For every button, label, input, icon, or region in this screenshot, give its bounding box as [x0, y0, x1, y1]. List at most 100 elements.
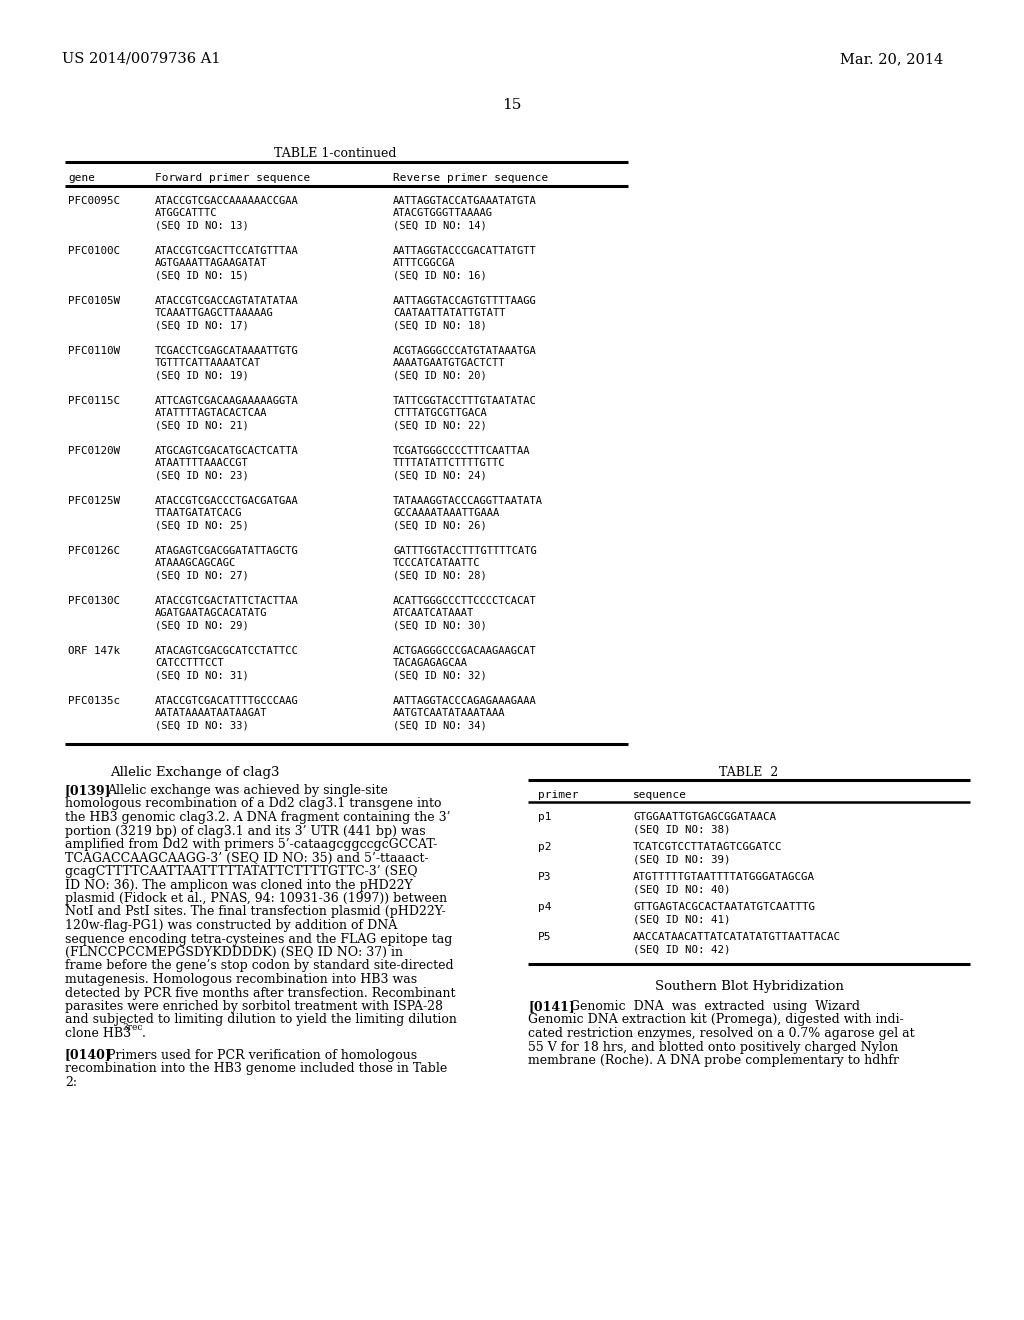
- Text: ATACAGTCGACGCATCCTATTCC: ATACAGTCGACGCATCCTATTCC: [155, 645, 299, 656]
- Text: [0139]: [0139]: [65, 784, 112, 797]
- Text: (SEQ ID NO: 15): (SEQ ID NO: 15): [155, 271, 249, 281]
- Text: the HB3 genomic clag3.2. A DNA fragment containing the 3’: the HB3 genomic clag3.2. A DNA fragment …: [65, 810, 451, 824]
- Text: (SEQ ID NO: 23): (SEQ ID NO: 23): [155, 471, 249, 480]
- Text: (SEQ ID NO: 40): (SEQ ID NO: 40): [633, 884, 730, 894]
- Text: p1: p1: [538, 812, 552, 822]
- Text: ATCAATCATAAAT: ATCAATCATAAAT: [393, 609, 474, 619]
- Text: TATTCGGTACCTTTGTAATATAC: TATTCGGTACCTTTGTAATATAC: [393, 396, 537, 407]
- Text: ACTGAGGGCCCGACAAGAAGCAT: ACTGAGGGCCCGACAAGAAGCAT: [393, 645, 537, 656]
- Text: TACAGAGAGCAA: TACAGAGAGCAA: [393, 659, 468, 668]
- Text: Allelic Exchange of clag3: Allelic Exchange of clag3: [111, 766, 280, 779]
- Text: Forward primer sequence: Forward primer sequence: [155, 173, 310, 183]
- Text: P5: P5: [538, 932, 552, 942]
- Text: (SEQ ID NO: 28): (SEQ ID NO: 28): [393, 572, 486, 581]
- Text: ATACCGTCGACCCTGACGATGAA: ATACCGTCGACCCTGACGATGAA: [155, 496, 299, 506]
- Text: (SEQ ID NO: 13): (SEQ ID NO: 13): [155, 220, 249, 231]
- Text: Mar. 20, 2014: Mar. 20, 2014: [840, 51, 943, 66]
- Text: AATATAAAATAATAAGAT: AATATAAAATAATAAGAT: [155, 709, 267, 718]
- Text: ATAATTTTAAACCGT: ATAATTTTAAACCGT: [155, 458, 249, 469]
- Text: p4: p4: [538, 902, 552, 912]
- Text: gcagCTTTTCAATTAATTTTTATATTCTTTTGTTC-3’ (SEQ: gcagCTTTTCAATTAATTTTTATATTCTTTTGTTC-3’ (…: [65, 865, 418, 878]
- Text: (FLNCCPCCMEPGSDYKDDDDK) (SEQ ID NO: 37) in: (FLNCCPCCMEPGSDYKDDDDK) (SEQ ID NO: 37) …: [65, 946, 403, 960]
- Text: (SEQ ID NO: 31): (SEQ ID NO: 31): [155, 671, 249, 681]
- Text: PFC0130C: PFC0130C: [68, 597, 120, 606]
- Text: TCGACCTCGAGCATAAAATTGTG: TCGACCTCGAGCATAAAATTGTG: [155, 346, 299, 356]
- Text: NotI and PstI sites. The final transfection plasmid (pHD22Y-: NotI and PstI sites. The final transfect…: [65, 906, 445, 919]
- Text: 15: 15: [503, 98, 521, 112]
- Text: (SEQ ID NO: 30): (SEQ ID NO: 30): [393, 620, 486, 631]
- Text: ATACCGTCGACCAGTATATATAA: ATACCGTCGACCAGTATATATAA: [155, 296, 299, 306]
- Text: PFC0120W: PFC0120W: [68, 446, 120, 455]
- Text: ATTCAGTCGACAAGAAAAAGGTA: ATTCAGTCGACAAGAAAAAGGTA: [155, 396, 299, 407]
- Text: recombination into the HB3 genome included those in Table: recombination into the HB3 genome includ…: [65, 1063, 447, 1074]
- Text: (SEQ ID NO: 21): (SEQ ID NO: 21): [155, 421, 249, 432]
- Text: CTTTATGCGTTGACA: CTTTATGCGTTGACA: [393, 408, 486, 418]
- Text: primer: primer: [538, 789, 579, 800]
- Text: TTTTATATTCTTTTGTTC: TTTTATATTCTTTTGTTC: [393, 458, 506, 469]
- Text: ATATTTTAGTACACTCAA: ATATTTTAGTACACTCAA: [155, 408, 267, 418]
- Text: AATTAGGTACCCGACATTATGTT: AATTAGGTACCCGACATTATGTT: [393, 246, 537, 256]
- Text: ID NO: 36). The amplicon was cloned into the pHD22Y: ID NO: 36). The amplicon was cloned into…: [65, 879, 413, 891]
- Text: Genomic DNA extraction kit (Promega), digested with indi-: Genomic DNA extraction kit (Promega), di…: [528, 1014, 904, 1027]
- Text: ATACCGTCGACATTTTGCCCAAG: ATACCGTCGACATTTTGCCCAAG: [155, 696, 299, 706]
- Text: sequence encoding tetra-cysteines and the FLAG epitope tag: sequence encoding tetra-cysteines and th…: [65, 932, 453, 945]
- Text: gene: gene: [68, 173, 95, 183]
- Text: 2:: 2:: [65, 1076, 77, 1089]
- Text: (SEQ ID NO: 25): (SEQ ID NO: 25): [155, 521, 249, 531]
- Text: US 2014/0079736 A1: US 2014/0079736 A1: [62, 51, 220, 66]
- Text: sequence: sequence: [633, 789, 687, 800]
- Text: portion (3219 bp) of clag3.1 and its 3’ UTR (441 bp) was: portion (3219 bp) of clag3.1 and its 3’ …: [65, 825, 426, 837]
- Text: TTAATGATATCACG: TTAATGATATCACG: [155, 508, 243, 519]
- Text: AGATGAATAGCACATATG: AGATGAATAGCACATATG: [155, 609, 267, 619]
- Text: PFC0095C: PFC0095C: [68, 195, 120, 206]
- Text: TABLE  2: TABLE 2: [720, 766, 778, 779]
- Text: TCATCGTCCTTATAGTCGGATCC: TCATCGTCCTTATAGTCGGATCC: [633, 842, 782, 851]
- Text: GTTGAGTACGCACTAATATGTCAATTTG: GTTGAGTACGCACTAATATGTCAATTTG: [633, 902, 815, 912]
- Text: AACCATAACATTATCATATATGTTAATTACAC: AACCATAACATTATCATATATGTTAATTACAC: [633, 932, 841, 942]
- Text: 120w-flag-PG1) was constructed by addition of DNA: 120w-flag-PG1) was constructed by additi…: [65, 919, 397, 932]
- Text: (SEQ ID NO: 34): (SEQ ID NO: 34): [393, 721, 486, 731]
- Text: (SEQ ID NO: 27): (SEQ ID NO: 27): [155, 572, 249, 581]
- Text: (SEQ ID NO: 24): (SEQ ID NO: 24): [393, 471, 486, 480]
- Text: ATGTTTTTGTAATTTTATGGGATAGCGA: ATGTTTTTGTAATTTTATGGGATAGCGA: [633, 873, 815, 882]
- Text: GTGGAATTGTGAGCGGATAACA: GTGGAATTGTGAGCGGATAACA: [633, 812, 776, 822]
- Text: ATGGCATTTC: ATGGCATTTC: [155, 209, 217, 219]
- Text: CAATAATTATATTGTATT: CAATAATTATATTGTATT: [393, 309, 506, 318]
- Text: (SEQ ID NO: 32): (SEQ ID NO: 32): [393, 671, 486, 681]
- Text: PFC0115C: PFC0115C: [68, 396, 120, 407]
- Text: TCCCATCATAATTC: TCCCATCATAATTC: [393, 558, 480, 569]
- Text: (SEQ ID NO: 16): (SEQ ID NO: 16): [393, 271, 486, 281]
- Text: TCGATGGGCCCCTTTCAATTAA: TCGATGGGCCCCTTTCAATTAA: [393, 446, 530, 455]
- Text: cated restriction enzymes, resolved on a 0.7% agarose gel at: cated restriction enzymes, resolved on a…: [528, 1027, 914, 1040]
- Text: (SEQ ID NO: 18): (SEQ ID NO: 18): [393, 321, 486, 331]
- Text: GATTTGGTACCTTTGTTTTCATG: GATTTGGTACCTTTGTTTTCATG: [393, 546, 537, 556]
- Text: .: .: [142, 1027, 145, 1040]
- Text: AAAATGAATGTGACTCTT: AAAATGAATGTGACTCTT: [393, 359, 506, 368]
- Text: Southern Blot Hybridization: Southern Blot Hybridization: [654, 979, 844, 993]
- Text: frame before the gene’s stop codon by standard site-directed: frame before the gene’s stop codon by st…: [65, 960, 454, 973]
- Text: PFC0105W: PFC0105W: [68, 296, 120, 306]
- Text: Allelic exchange was achieved by single-site: Allelic exchange was achieved by single-…: [106, 784, 388, 797]
- Text: p2: p2: [538, 842, 552, 851]
- Text: PFC0125W: PFC0125W: [68, 496, 120, 506]
- Text: parasites were enriched by sorbitol treatment with ISPA-28: parasites were enriched by sorbitol trea…: [65, 1001, 443, 1012]
- Text: Reverse primer sequence: Reverse primer sequence: [393, 173, 548, 183]
- Text: mutagenesis. Homologous recombination into HB3 was: mutagenesis. Homologous recombination in…: [65, 973, 417, 986]
- Text: (SEQ ID NO: 41): (SEQ ID NO: 41): [633, 913, 730, 924]
- Text: ATGCAGTCGACATGCACTCATTA: ATGCAGTCGACATGCACTCATTA: [155, 446, 299, 455]
- Text: ACATTGGGCCCTTCCCCTCACAT: ACATTGGGCCCTTCCCCTCACAT: [393, 597, 537, 606]
- Text: CATCCTTTCCT: CATCCTTTCCT: [155, 659, 224, 668]
- Text: (SEQ ID NO: 38): (SEQ ID NO: 38): [633, 824, 730, 834]
- Text: TGTTTCATTAAAATCAT: TGTTTCATTAAAATCAT: [155, 359, 261, 368]
- Text: amplified from Dd2 with primers 5’-cataagcggccgcGCCAT-: amplified from Dd2 with primers 5’-cataa…: [65, 838, 437, 851]
- Text: (SEQ ID NO: 39): (SEQ ID NO: 39): [633, 854, 730, 865]
- Text: TATAAAGGTACCCAGGTTAATATA: TATAAAGGTACCCAGGTTAATATA: [393, 496, 543, 506]
- Text: (SEQ ID NO: 20): (SEQ ID NO: 20): [393, 371, 486, 381]
- Text: (SEQ ID NO: 22): (SEQ ID NO: 22): [393, 421, 486, 432]
- Text: ACGTAGGGCCCATGTATAAATGA: ACGTAGGGCCCATGTATAAATGA: [393, 346, 537, 356]
- Text: AATTAGGTACCATGAAATATGTA: AATTAGGTACCATGAAATATGTA: [393, 195, 537, 206]
- Text: Primers used for PCR verification of homologous: Primers used for PCR verification of hom…: [106, 1048, 417, 1061]
- Text: ATAAAGCAGCAGC: ATAAAGCAGCAGC: [155, 558, 237, 569]
- Text: [0141]: [0141]: [528, 1001, 574, 1012]
- Text: PFC0100C: PFC0100C: [68, 246, 120, 256]
